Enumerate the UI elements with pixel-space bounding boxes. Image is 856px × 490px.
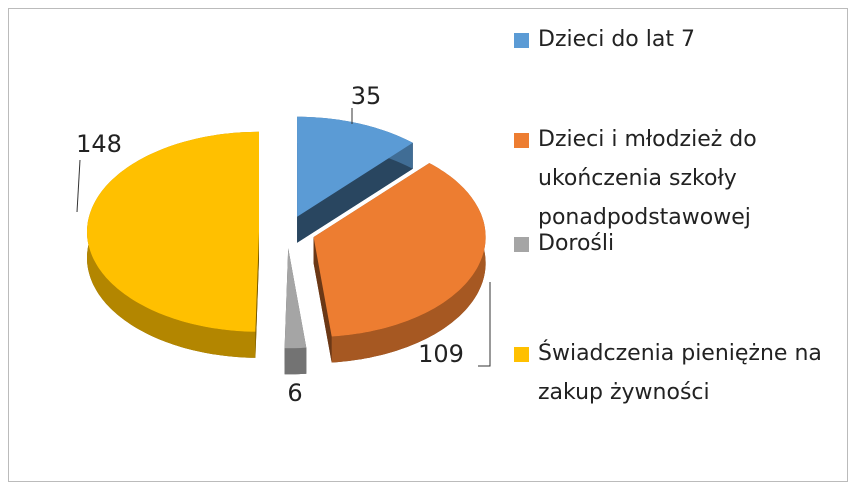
leader-line — [478, 282, 491, 367]
data-label: 148 — [76, 130, 122, 158]
slice-wall — [331, 163, 486, 363]
slice-edge — [297, 142, 413, 243]
slice-edge — [255, 231, 259, 358]
legend-label: Dorośli — [538, 231, 615, 256]
leader-line — [76, 159, 81, 213]
legend-item: Świadczenia pieniężne na zakup żywności — [514, 334, 824, 412]
data-label: 6 — [287, 379, 302, 407]
slice-wall — [284, 347, 307, 375]
slice — [297, 116, 413, 243]
data-label: 35 — [351, 82, 382, 110]
chart-border — [8, 8, 848, 482]
slice — [313, 163, 486, 363]
slice — [87, 131, 259, 358]
legend-swatch — [514, 33, 529, 48]
slice-edge — [313, 237, 332, 363]
legend-item: Dzieci i młodzież do ukończenia szkoły p… — [514, 120, 824, 237]
legend-swatch — [514, 347, 529, 362]
slice — [284, 248, 307, 375]
legend-item: Dorośli — [514, 224, 824, 263]
slice-top — [297, 116, 413, 217]
legend-label: Świadczenia pieniężne na zakup żywności — [538, 341, 822, 405]
legend-item: Dzieci do lat 7 — [514, 20, 824, 59]
legend-swatch — [514, 133, 529, 148]
slice-top — [313, 163, 486, 337]
data-label: 109 — [418, 340, 464, 368]
slice-top — [284, 248, 307, 349]
legend-label: Dzieci do lat 7 — [538, 27, 695, 52]
slice-top — [87, 131, 259, 332]
legend-swatch — [514, 237, 529, 252]
legend-label: Dzieci i młodzież do ukończenia szkoły p… — [538, 127, 757, 230]
